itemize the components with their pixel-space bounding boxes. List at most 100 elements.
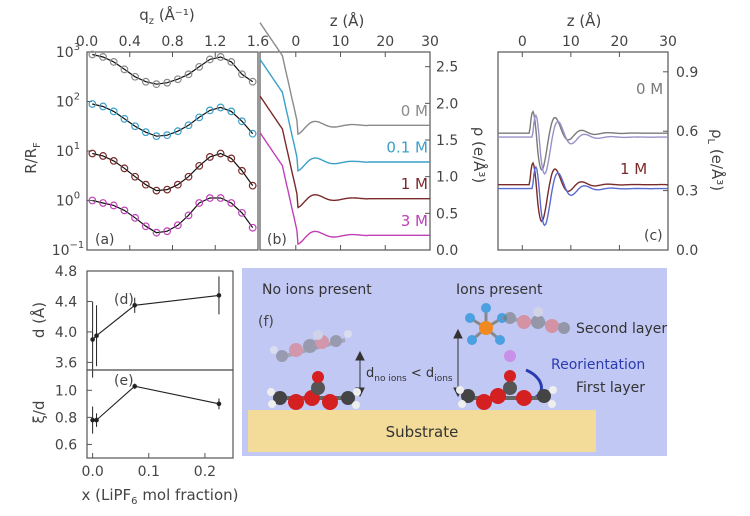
panel-a-data-point [238, 208, 246, 217]
panel-a-ytick-label: 103 [56, 42, 80, 61]
panel-c-xtick-label: 0 [518, 34, 527, 50]
panel-a-data-point [206, 153, 214, 161]
panel-a-data-point [163, 131, 172, 140]
panel-a-data-point [88, 196, 97, 205]
panel-a-data-point [88, 50, 97, 59]
panel-b-ytick-label: 1.0 [436, 170, 458, 186]
panel-a-data-point [141, 180, 150, 189]
panel-b-plot-area [259, 22, 430, 246]
panel-e-ytick-label: 1.0 [55, 383, 77, 399]
panel-a-data-point [248, 181, 257, 190]
panel-c-ylabel: ρL (e/Å³) [705, 129, 727, 191]
panel-a-data-point [163, 78, 172, 87]
panel-c-plot-area [498, 109, 668, 227]
first-layer-molecule-left [267, 371, 361, 410]
first-layer-molecule-right [456, 370, 557, 410]
panel-e-xlabel: x (LiPF6 mol fraction) [81, 486, 238, 507]
panel-b-density-curve [259, 95, 430, 209]
panel-a-ytick-label: 10−1 [52, 240, 85, 259]
panel-a-data-point [216, 194, 225, 202]
panel-a-ytick-labels: 103 102 101 100 10−1 [52, 42, 85, 259]
panel-d-label: (d) [114, 292, 134, 308]
panel-a-data-point [184, 121, 193, 130]
panel-b-xtick-label: 10 [332, 34, 350, 50]
panel-a-data-point [131, 213, 139, 222]
panel-c-xtick-label: 10 [562, 34, 580, 50]
panel-a-data-point [88, 100, 97, 108]
panel-b-series-labels: 0 M 0.1 M 1 M 3 M [386, 102, 428, 230]
panel-a-xlabel: qz (Å⁻¹) [139, 5, 194, 27]
panel-a-xtick-labels: 0.0 0.4 0.8 1.2 1.6 [76, 34, 269, 50]
panel-a-ytick-label: 102 [56, 92, 80, 111]
panel-a-data-point [238, 117, 246, 126]
panel-e-xtick-labels: 0.0 0.1 0.2 [81, 464, 216, 480]
panel-a-xtick-label: 0.4 [119, 34, 141, 50]
panel-a-data-point [99, 102, 107, 111]
panel-d-ytick-label: 4.4 [55, 294, 77, 310]
distance-comparison: dno ions < dions [366, 366, 453, 384]
panel-d-frame [86, 270, 234, 371]
panel-e-data-point [216, 401, 222, 407]
panel-a-data-point [120, 164, 129, 173]
panel-a-data-point [99, 152, 107, 160]
panel-b-ytick-labels: 0.0 0.5 1.0 1.5 2.0 2.5 [436, 60, 458, 259]
panel-c-ticks [521, 52, 669, 251]
panel-a-data-point [131, 122, 139, 131]
panel-a-data-point [109, 58, 118, 66]
panel-a-data-point [195, 113, 204, 122]
panel-a-data-point [184, 172, 193, 181]
panel-c-ytick-label: 0.9 [676, 65, 698, 81]
panel-a-data-point [173, 75, 182, 84]
panel-e-xtick-label: 0.1 [138, 464, 160, 480]
panel-a-data-point [99, 199, 107, 207]
panel-a-data-point [131, 172, 139, 181]
panel-e-ytick-labels: 1.0 0.8 0.6 [55, 383, 77, 453]
panel-b-ticks [295, 52, 431, 251]
no-ions-title: No ions present [262, 282, 372, 298]
panel-e-data-point [94, 417, 99, 423]
panel-b-xtick-label: 0 [291, 34, 300, 50]
panel-e-ytick-label: 0.8 [55, 410, 77, 426]
panel-a-data-point [238, 70, 246, 79]
panel-a-data-point [216, 149, 225, 158]
panel-a-fit-line [92, 197, 254, 234]
panel-a-data-point [99, 53, 107, 61]
panel-a-data-point [173, 180, 182, 189]
panel-e-ticks [87, 389, 206, 458]
panel-a-data-point [109, 107, 118, 116]
panel-b-ytick-label: 0.0 [436, 243, 458, 259]
panel-a-data-point [248, 223, 257, 232]
panel-b-xlabel: z (Å) [330, 11, 365, 30]
panel-a-reflectivity: qz (Å⁻¹) 0.0 0.4 0.8 1.2 1.6 103 102 101 100 10−… [22, 5, 269, 259]
panel-a-data-point [152, 228, 161, 237]
panel-a-data-point [184, 70, 193, 79]
panel-a-data-point [88, 149, 97, 158]
reorientation-label: Reorientation [551, 357, 645, 373]
panel-f-schematic: Substrate (f) No ions present Ions prese… [242, 268, 667, 456]
panel-c-series-label-0m: 0 M [636, 80, 663, 98]
lithium-ion [504, 350, 516, 362]
panel-c-series-label-1m: 1 M [620, 160, 647, 178]
panel-a-data-point [238, 166, 246, 175]
panel-e-correlation: ξ/d 1.0 0.8 0.6 (e) 0.0 0.1 0.2 x (LiPF6 mol… [30, 369, 239, 507]
ions-title: Ions present [456, 282, 543, 298]
panel-a-data-point [120, 65, 129, 74]
panel-d-spacing: d (Å) 4.8 4.4 4.0 3.6 (d) [29, 264, 234, 378]
panel-a-data-point [131, 72, 139, 81]
panel-b-ytick-label: 0.5 [436, 206, 458, 222]
panel-c-frame [497, 51, 669, 251]
panel-a-ylabel: R/RF [22, 142, 43, 174]
panel-a-data-point [206, 55, 214, 64]
panel-b-series-label: 0 M [401, 102, 428, 120]
panel-a-frame [86, 51, 259, 251]
panel-a-data-point [173, 127, 182, 136]
panel-a-data-point [141, 222, 150, 231]
panel-e-plot-area [90, 383, 222, 434]
panel-a-data-point [109, 156, 118, 165]
panel-d-ytick-label: 3.6 [55, 355, 77, 371]
panel-a-data-point [195, 62, 204, 71]
panel-d-ytick-label: 4.0 [55, 325, 77, 341]
panel-a-data-point [173, 221, 182, 230]
pf6-ion [465, 303, 507, 345]
